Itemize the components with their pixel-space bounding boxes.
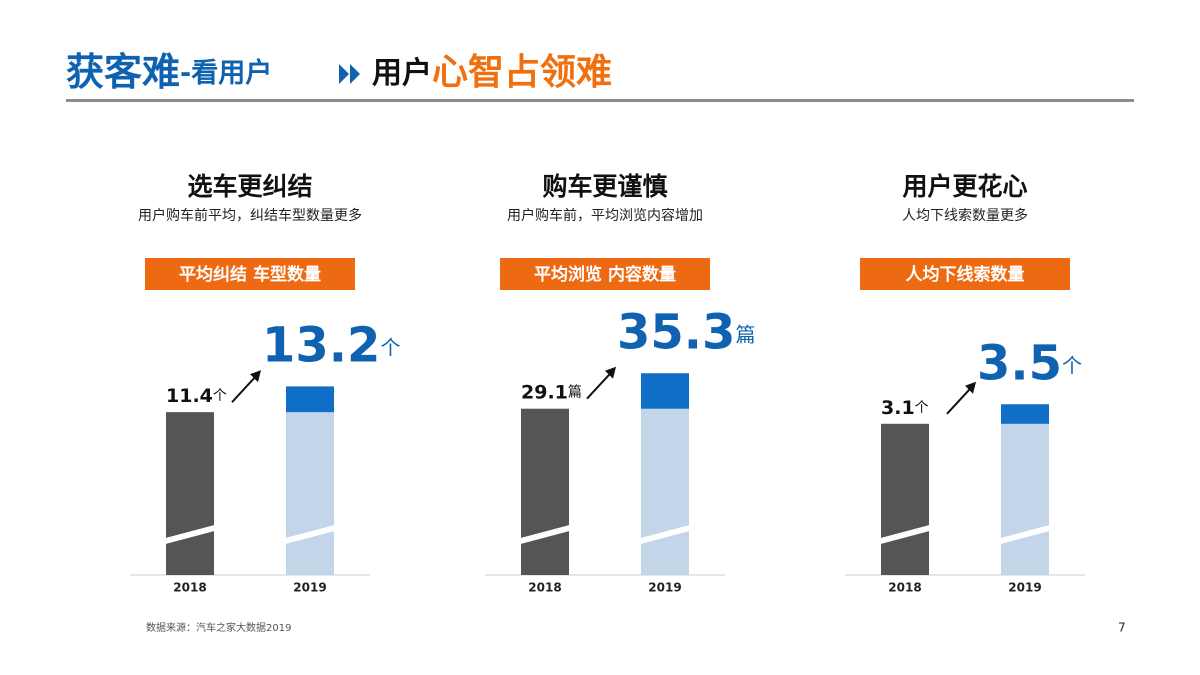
x-tick-label: 2018 (888, 581, 921, 595)
badge-box (500, 258, 710, 290)
x-tick-label: 2018 (528, 581, 561, 595)
chart-subtitle: 人均下线索数量更多 (902, 207, 1028, 224)
trend-arrowhead (605, 366, 616, 379)
value-unit: 个 (1062, 353, 1082, 377)
trend-arrowhead (250, 370, 261, 383)
increase-segment (641, 373, 689, 409)
chart-subtitle: 用户购车前，平均浏览内容增加 (507, 207, 703, 224)
title-main: 获客难 (66, 50, 180, 94)
arrow-icon (339, 64, 360, 84)
axis-break (873, 523, 937, 546)
chart-title: 选车更纠结 (187, 172, 312, 201)
bar (286, 386, 334, 575)
trend-arrow (946, 387, 972, 415)
slide-title-2: 用户心智占领难 (372, 52, 612, 93)
value-number: 11.4 (166, 385, 213, 407)
value-number: 3.5 (977, 335, 1062, 391)
axis-break (513, 523, 577, 546)
axis-break (993, 523, 1057, 546)
value-number: 13.2 (262, 317, 380, 373)
value-unit: 个 (915, 400, 929, 416)
trend-arrow (586, 372, 612, 400)
increase-segment (1001, 404, 1049, 424)
page-number: 7 (1118, 621, 1126, 635)
axis-break (278, 523, 342, 546)
slide-title: 获客难-看用户 (66, 50, 272, 94)
bar (166, 412, 214, 575)
chart-title: 购车更谨慎 (542, 172, 667, 201)
badge-box (145, 258, 355, 290)
value-unit: 个 (213, 388, 227, 404)
bar (881, 423, 929, 575)
title-accent: 心智占领难 (432, 52, 612, 93)
title-user: 用户 (372, 56, 432, 91)
value-unit: 篇 (568, 385, 582, 401)
value-label: 3.1个 (881, 396, 929, 418)
source: 数据来源：汽车之家大数据2019 (146, 621, 291, 634)
badge-box (860, 258, 1070, 290)
trend-arrowhead (965, 381, 976, 394)
x-tick-label: 2018 (173, 581, 206, 595)
trend-arrow (231, 375, 257, 403)
chart-subtitle: 用户购车前平均，纠结车型数量更多 (138, 207, 362, 224)
badge-text: 人均下线索数量 (906, 264, 1025, 285)
chart-title: 用户更花心 (902, 172, 1027, 201)
title-rule (66, 99, 1134, 102)
value-number: 35.3 (617, 304, 735, 360)
value-number: 29.1 (521, 381, 568, 403)
badge-text: 平均浏览 内容数量 (534, 264, 676, 285)
value-label-highlight: 3.5个 (977, 335, 1082, 391)
bar (1001, 404, 1049, 575)
badge-text: 平均纠结 车型数量 (179, 264, 321, 285)
value-number: 3.1 (881, 396, 915, 418)
value-label: 11.4个 (166, 385, 227, 407)
increase-segment (286, 386, 334, 413)
x-tick-label: 2019 (1008, 581, 1041, 595)
value-unit: 个 (380, 335, 400, 359)
value-unit: 篇 (735, 322, 755, 346)
value-label-highlight: 35.3篇 (617, 304, 755, 360)
value-label-highlight: 13.2个 (262, 317, 400, 373)
x-tick-label: 2019 (293, 581, 326, 595)
axis-break (158, 523, 222, 546)
axis-break (633, 523, 697, 546)
bar (521, 408, 569, 575)
title-sub: -看用户 (180, 57, 272, 89)
x-tick-label: 2019 (648, 581, 681, 595)
value-label: 29.1篇 (521, 381, 582, 403)
